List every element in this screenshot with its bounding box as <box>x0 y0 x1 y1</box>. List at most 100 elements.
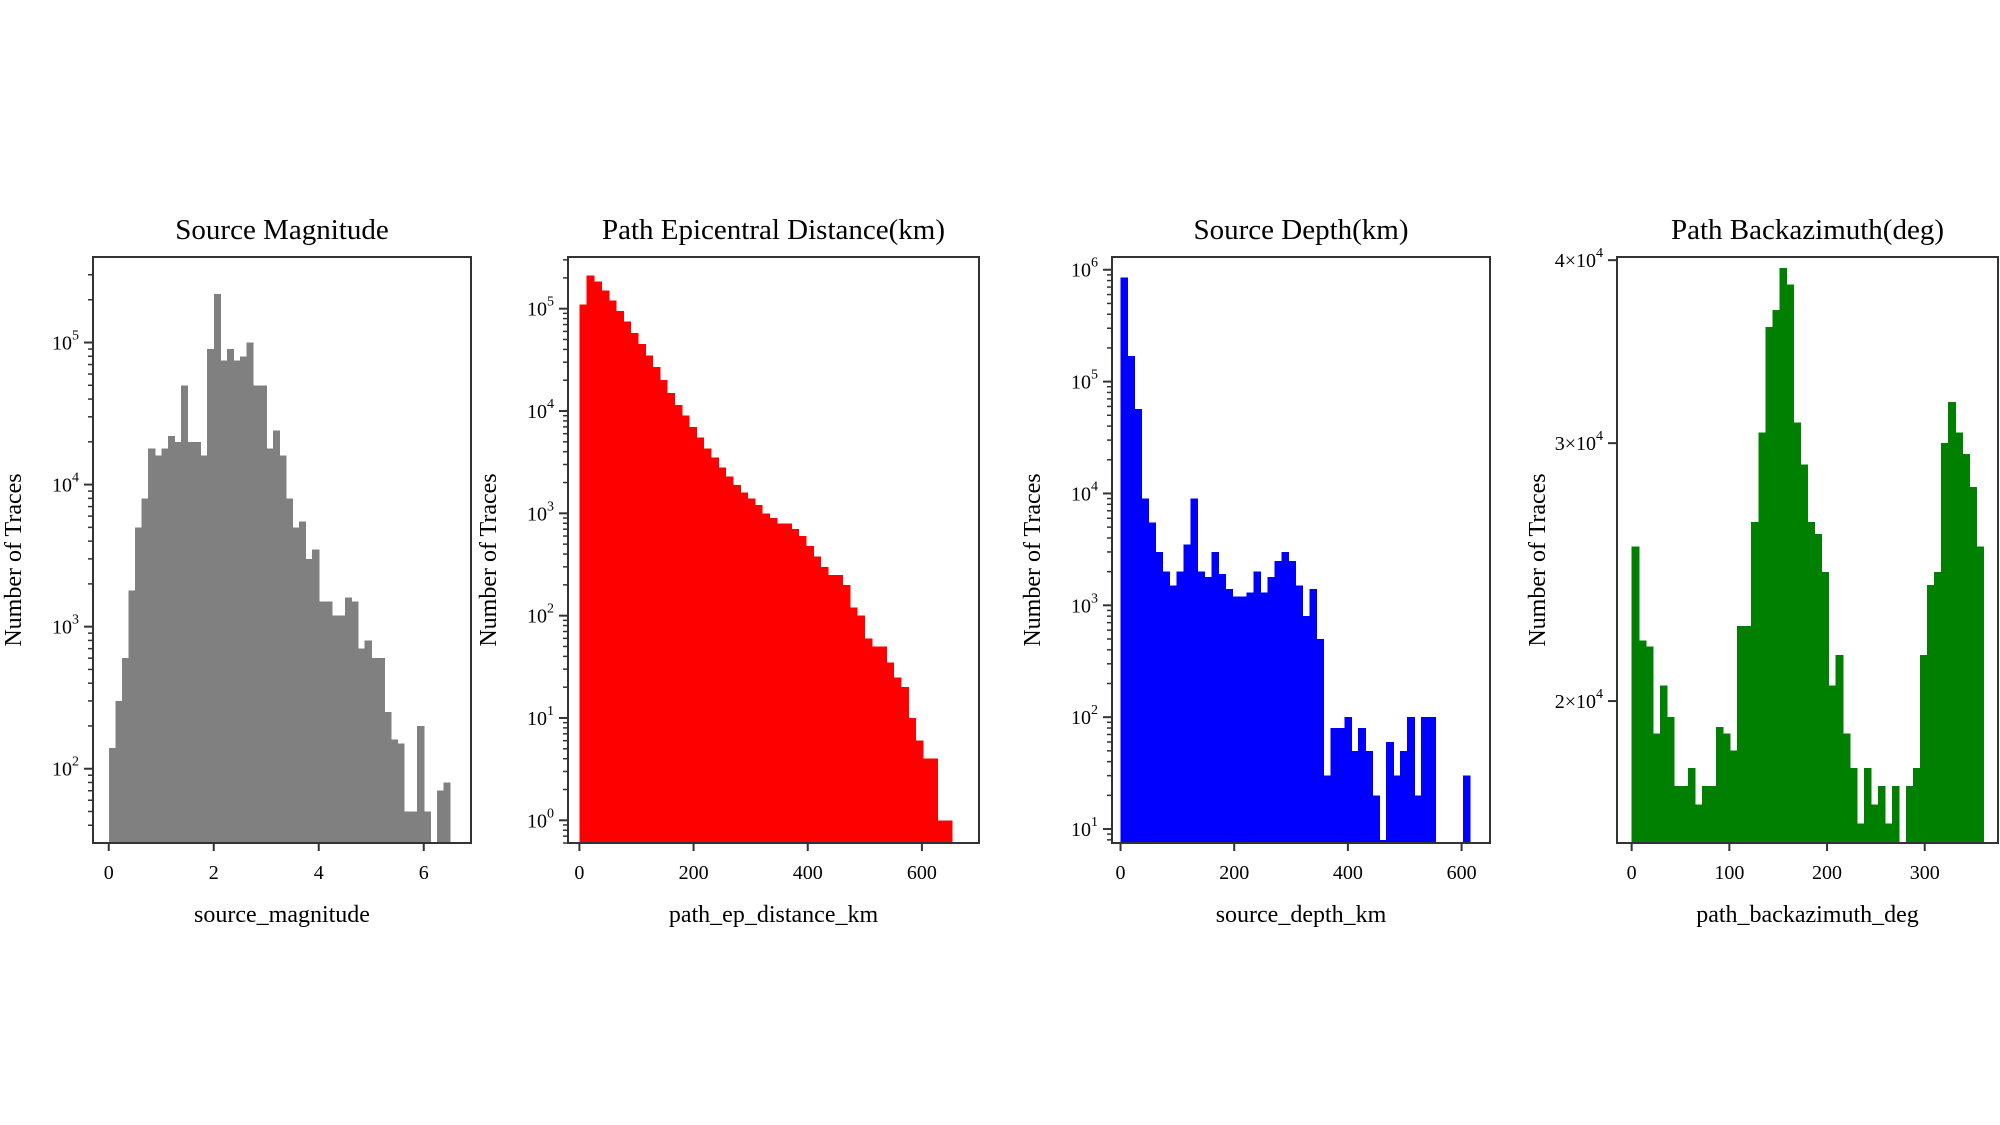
histogram-bar <box>1127 355 1136 843</box>
histogram-bar <box>1941 443 1949 843</box>
histogram-bar <box>1421 717 1429 843</box>
histogram-bar <box>579 304 588 843</box>
histogram-bar <box>135 527 143 843</box>
histogram-bar <box>1400 750 1408 843</box>
histogram-bar <box>1197 571 1206 843</box>
histogram-bar <box>1169 585 1178 843</box>
histogram-bar <box>1751 522 1759 843</box>
histogram-bar <box>1962 453 1970 843</box>
histogram-bar <box>299 521 307 843</box>
y-tick-label: 106 <box>1071 256 1098 282</box>
y-axis-label: Number of Traces <box>1525 473 1551 646</box>
x-axis-label: path_backazimuth_deg <box>1696 902 1919 928</box>
x-axis-label: source_depth_km <box>1216 902 1387 928</box>
histogram-bar <box>390 739 399 843</box>
x-tick-label: 200 <box>679 862 709 884</box>
histogram-bar <box>161 448 169 843</box>
histogram-bar <box>423 811 431 843</box>
histogram-bar <box>1835 655 1844 843</box>
histogram-bar <box>377 658 385 843</box>
histogram-bar <box>820 566 829 843</box>
chart-panel-path-backazimuth-deg: 0 100 200 300 2×104 3×104 4×104 Path Backazimut… <box>1525 214 1999 928</box>
histogram-bar <box>128 590 136 843</box>
histogram-bar <box>805 545 814 843</box>
histogram-bar <box>1267 576 1275 843</box>
histogram-bar <box>615 310 624 844</box>
histogram-bar <box>630 332 639 843</box>
histogram-bar <box>1927 585 1935 843</box>
y-tick-label: 102 <box>527 602 554 628</box>
y-tick-label: 101 <box>1071 815 1098 841</box>
x-tick-label: 0 <box>1116 862 1126 884</box>
x-axis-label: source_magnitude <box>194 902 370 928</box>
y-tick-label: 102 <box>52 755 79 781</box>
histogram-bar <box>1414 795 1422 843</box>
histogram-bar <box>1772 309 1780 843</box>
histogram-bar <box>696 437 705 843</box>
histogram-bar <box>1737 626 1745 843</box>
histogram-bar <box>1645 646 1654 843</box>
histogram-bar <box>1969 487 1977 843</box>
histogram-bar <box>1680 786 1689 843</box>
histogram-bar <box>1176 571 1185 843</box>
histogram-bar <box>1786 284 1795 844</box>
histogram-bar <box>798 536 807 843</box>
histogram-bar <box>1765 327 1773 843</box>
x-tick-label: 100 <box>1714 862 1744 884</box>
histogram-bar <box>776 523 785 843</box>
histogram-bar <box>1134 408 1143 843</box>
y-tick-label: 104 <box>52 471 79 497</box>
histogram-bar <box>1659 685 1668 843</box>
histogram-bar <box>1842 733 1851 843</box>
histogram-bar <box>1814 534 1823 843</box>
histogram-bar <box>886 662 895 843</box>
histogram-bar <box>1884 823 1893 843</box>
histogram-bar <box>364 640 372 843</box>
x-tick-label: 400 <box>793 862 823 884</box>
histogram-bar <box>1372 795 1380 843</box>
histogram-bar <box>849 607 858 843</box>
x-tick-label: 6 <box>419 862 429 884</box>
histogram-bar <box>371 658 379 843</box>
histogram-bar <box>266 448 274 843</box>
histogram-bar <box>141 498 149 843</box>
histogram-bar <box>279 455 287 843</box>
histogram-bar <box>1828 685 1837 843</box>
histogram-bar <box>167 435 175 843</box>
histogram-bar <box>1190 498 1199 843</box>
histogram-bar <box>174 441 182 843</box>
histogram-bar <box>1330 728 1338 843</box>
chart-title: Source Depth(km) <box>1193 214 1408 246</box>
histogram-bar <box>732 484 741 843</box>
histogram-bar <box>1673 786 1682 843</box>
histogram-bar <box>1155 551 1164 843</box>
histogram-bar <box>338 615 346 843</box>
histogram-bar <box>1730 750 1738 843</box>
histogram-bar <box>246 342 254 843</box>
histogram-bar <box>1239 596 1247 843</box>
y-tick-label: 2×104 <box>1555 687 1603 713</box>
histogram-bar <box>1379 839 1387 843</box>
histogram-bar <box>1716 727 1724 843</box>
histogram-bar <box>1849 768 1858 843</box>
histogram-bar <box>1913 768 1921 843</box>
y-tick-label: 105 <box>527 295 554 321</box>
histogram-bar <box>358 648 366 843</box>
histogram-bar <box>305 558 313 843</box>
histogram-bar <box>1856 823 1865 843</box>
histogram-bar <box>1141 498 1150 843</box>
x-tick-label: 600 <box>1447 862 1477 884</box>
histogram-bar <box>754 505 763 843</box>
y-tick-label: 104 <box>527 397 554 423</box>
histogram-bar <box>674 404 683 843</box>
histogram-bar <box>207 349 215 843</box>
histogram-bar <box>1694 804 1703 843</box>
histogram-bar <box>410 811 418 843</box>
histogram-bar <box>864 638 873 843</box>
y-tick-label: 105 <box>1071 368 1098 394</box>
histogram-bar <box>1358 728 1366 843</box>
histogram-bar <box>108 747 116 843</box>
histogram-bar <box>194 441 202 843</box>
histogram-bar <box>213 293 221 843</box>
histogram-bar <box>384 712 392 843</box>
